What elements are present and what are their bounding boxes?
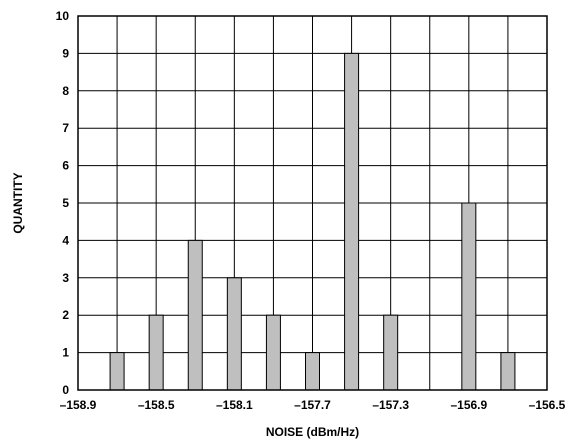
- x-tick-label: –156.5: [529, 398, 566, 412]
- histogram-bar: [148, 314, 164, 391]
- histogram-bar: [187, 239, 203, 391]
- x-tick-label: –158.5: [138, 398, 175, 412]
- histogram-bar: [226, 277, 242, 391]
- y-tick-label: 8: [62, 84, 69, 98]
- x-tick-label: –156.9: [450, 398, 487, 412]
- histogram-bar: [305, 352, 320, 391]
- y-tick-label: 10: [56, 9, 70, 23]
- y-tick-label: 6: [62, 159, 69, 173]
- y-tick-label: 3: [62, 271, 69, 285]
- x-tick-label: –158.1: [216, 398, 253, 412]
- y-tick-label: 9: [62, 46, 69, 60]
- y-tick-label: 2: [62, 308, 69, 322]
- y-tick-label: 7: [62, 121, 69, 135]
- y-tick-label: 4: [62, 233, 69, 247]
- x-tick-label: –158.9: [60, 398, 97, 412]
- grid: [78, 16, 547, 390]
- histogram-bar: [461, 202, 477, 391]
- y-axis-title: QUANTITY: [11, 172, 25, 233]
- histogram-bar: [109, 352, 125, 391]
- histogram-bar: [500, 352, 516, 391]
- x-tick-labels: –158.9 –158.5 –158.1 –157.7 –157.3 –156.9 –156…: [60, 398, 566, 412]
- plot-frame: [77, 15, 548, 391]
- histogram-bar: [344, 52, 360, 391]
- y-tick-label: 1: [62, 346, 69, 360]
- x-tick-label: –157.7: [294, 398, 331, 412]
- y-tick-label: 0: [62, 383, 69, 397]
- x-tick-label: –157.3: [372, 398, 409, 412]
- y-tick-labels: 0 1 2 3 4 5 6 7 8 9 10: [56, 9, 70, 397]
- histogram-bar: [383, 314, 399, 391]
- y-tick-label: 5: [62, 196, 69, 210]
- histogram-bar: [265, 314, 281, 391]
- x-axis-title: NOISE (dBm/Hz): [266, 425, 359, 439]
